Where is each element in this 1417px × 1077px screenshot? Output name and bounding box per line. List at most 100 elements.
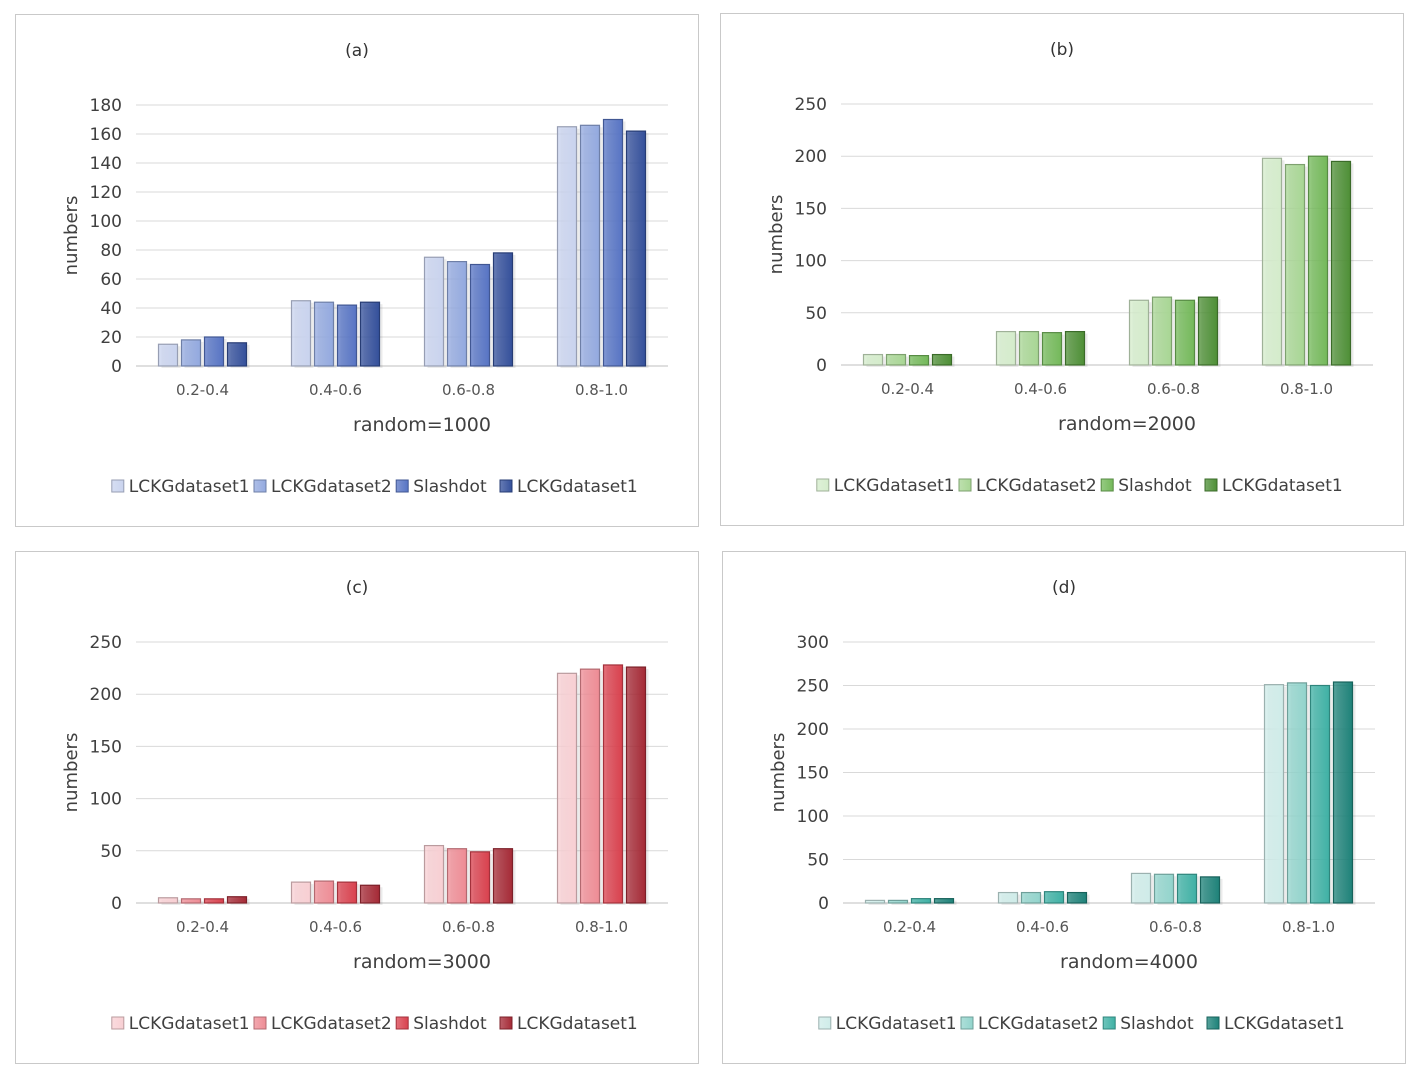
- bar-a-3-0.4-0.6: [336, 304, 358, 367]
- y-tick-label-c: 200: [90, 685, 122, 705]
- bar-d-2-0.2-0.4: [887, 899, 909, 904]
- y-tick-label-d: 200: [797, 720, 829, 740]
- y-tick-label-d: 50: [807, 851, 829, 871]
- bar-a-4-0.2-0.4: [226, 342, 248, 367]
- bar-b-2-0.8-1.0: [1284, 163, 1306, 366]
- bar-c-2-0.6-0.8: [446, 848, 468, 904]
- chart-title-d: (d): [1052, 578, 1076, 598]
- bar-b-3-0.8-1.0: [1307, 155, 1329, 366]
- bar-d-4-0.2-0.4: [933, 898, 955, 904]
- bar-a-1-0.4-0.6: [290, 300, 312, 367]
- x-axis-label-d: random=4000: [1060, 951, 1198, 973]
- legend-label-b-2: LCKGdataset2: [976, 476, 1097, 496]
- legend-b: LCKGdataset1 LCKGdataset2 Slashdot LCKGdata…: [816, 476, 1343, 496]
- bar-c-4-0.8-1.0: [625, 666, 647, 904]
- bar-c-3-0.6-0.8: [469, 851, 491, 904]
- bar-c-2-0.4-0.6: [313, 880, 335, 904]
- bar-d-3-0.8-1.0: [1309, 684, 1331, 904]
- y-tick-label-d: 250: [797, 677, 829, 697]
- x-tick-label-d: 0.2-0.4: [883, 918, 936, 936]
- x-axis-label-c: random=3000: [353, 951, 491, 973]
- legend-swatch-b-3: [1100, 478, 1114, 492]
- x-tick-label-d: 0.6-0.8: [1149, 918, 1202, 936]
- y-tick-label-c: 150: [90, 737, 122, 757]
- legend-a: LCKGdataset1 LCKGdataset2 Slashdot LCKGdata…: [111, 477, 638, 497]
- bar-d-1-0.2-0.4: [864, 899, 886, 904]
- bar-c-4-0.4-0.6: [359, 884, 381, 904]
- y-tick-label-c: 100: [90, 790, 122, 810]
- y-tick-label-a: 140: [90, 154, 122, 174]
- y-tick-label-b: 50: [805, 304, 827, 324]
- bar-b-1-0.8-1.0: [1261, 157, 1283, 366]
- legend-label-c-4: LCKGdataset1: [517, 1014, 638, 1034]
- bar-b-4-0.6-0.8: [1197, 296, 1219, 366]
- y-tick-label-d: 100: [797, 807, 829, 827]
- bar-d-2-0.6-0.8: [1153, 873, 1175, 904]
- legend-label-a-1: LCKGdataset1: [129, 477, 250, 497]
- chart-title-b: (b): [1050, 40, 1074, 60]
- x-tick-label-c: 0.4-0.6: [309, 918, 362, 936]
- y-tick-label-a: 0: [111, 357, 122, 377]
- bar-chart-a: (a) 0 20 40 60 80 100 120 140 160 180 numbers 0.2-0.…: [61, 41, 668, 497]
- x-tick-label-a: 0.6-0.8: [442, 381, 495, 399]
- bar-a-2-0.6-0.8: [446, 261, 468, 367]
- bar-a-3-0.8-1.0: [602, 118, 624, 367]
- bar-c-4-0.6-0.8: [492, 848, 514, 904]
- legend-label-c-2: LCKGdataset2: [271, 1014, 392, 1034]
- x-tick-label-c: 0.6-0.8: [442, 918, 495, 936]
- bar-a-2-0.2-0.4: [180, 339, 202, 367]
- legend-d: LCKGdataset1 LCKGdataset2 Slashdot LCKGdata…: [818, 1014, 1345, 1034]
- bar-a-1-0.6-0.8: [423, 256, 445, 367]
- y-tick-label-a: 20: [100, 328, 122, 348]
- y-tick-label-b: 200: [795, 147, 827, 167]
- legend-swatch-c-4: [499, 1016, 513, 1030]
- legend-swatch-b-1: [816, 478, 830, 492]
- chart-title-a: (a): [345, 41, 369, 61]
- bar-chart-b: (b) 0 50 100 150 200 250 numbers 0.2-0.4 0.4-0.6 0…: [766, 40, 1373, 496]
- legend-swatch-c-3: [395, 1016, 409, 1030]
- bar-d-2-0.4-0.6: [1020, 891, 1042, 904]
- legend-label-d-4: LCKGdataset1: [1224, 1014, 1345, 1034]
- bar-a-4-0.6-0.8: [492, 252, 514, 367]
- x-tick-label-a: 0.2-0.4: [176, 381, 229, 399]
- y-tick-label-b: 100: [795, 252, 827, 272]
- bar-b-1-0.2-0.4: [862, 353, 884, 366]
- bar-a-4-0.8-1.0: [625, 130, 647, 367]
- bar-d-1-0.6-0.8: [1130, 872, 1152, 904]
- legend-swatch-d-1: [818, 1016, 832, 1030]
- bar-a-1-0.8-1.0: [556, 126, 578, 367]
- bar-b-3-0.6-0.8: [1174, 299, 1196, 366]
- bar-c-3-0.8-1.0: [602, 664, 624, 904]
- legend-label-a-4: LCKGdataset1: [517, 477, 638, 497]
- y-axis-label-a: numbers: [61, 196, 82, 276]
- bar-a-2-0.4-0.6: [313, 301, 335, 367]
- x-tick-label-b: 0.8-1.0: [1280, 380, 1333, 398]
- bar-shadow-d: [891, 902, 911, 905]
- bar-a-3-0.2-0.4: [203, 336, 225, 367]
- chart-panel-d: (d) 0 50 100 150 200 250 300 numbers 0.2-0.4 0.4-0…: [722, 551, 1406, 1064]
- y-tick-label-d: 300: [797, 633, 829, 653]
- x-tick-label-b: 0.2-0.4: [881, 380, 934, 398]
- bar-d-4-0.8-1.0: [1332, 681, 1354, 904]
- legend-swatch-b-4: [1204, 478, 1218, 492]
- bar-c-1-0.4-0.6: [290, 881, 312, 904]
- bar-c-1-0.2-0.4: [157, 897, 179, 904]
- y-tick-label-c: 50: [100, 842, 122, 862]
- chart-title-c: (c): [346, 578, 369, 598]
- x-axis-label-b: random=2000: [1058, 413, 1196, 435]
- legend-label-b-4: LCKGdataset1: [1222, 476, 1343, 496]
- bar-d-4-0.4-0.6: [1066, 891, 1088, 904]
- bar-d-1-0.4-0.6: [997, 891, 1019, 904]
- y-tick-label-b: 0: [816, 356, 827, 376]
- y-tick-label-a: 100: [90, 212, 122, 232]
- legend-label-b-1: LCKGdataset1: [834, 476, 955, 496]
- bar-d-1-0.8-1.0: [1263, 684, 1285, 904]
- bar-b-4-0.8-1.0: [1330, 160, 1352, 366]
- bar-a-2-0.8-1.0: [579, 124, 601, 367]
- legend-swatch-a-2: [253, 479, 267, 493]
- legend-label-d-2: LCKGdataset2: [978, 1014, 1099, 1034]
- x-tick-label-b: 0.6-0.8: [1147, 380, 1200, 398]
- y-tick-label-a: 40: [100, 299, 122, 319]
- chart-panel-b: (b) 0 50 100 150 200 250 numbers 0.2-0.4 0.4-0.6 0…: [720, 13, 1404, 526]
- legend-swatch-b-2: [958, 478, 972, 492]
